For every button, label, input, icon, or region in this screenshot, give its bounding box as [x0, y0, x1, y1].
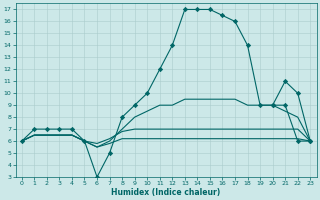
X-axis label: Humidex (Indice chaleur): Humidex (Indice chaleur)	[111, 188, 221, 197]
